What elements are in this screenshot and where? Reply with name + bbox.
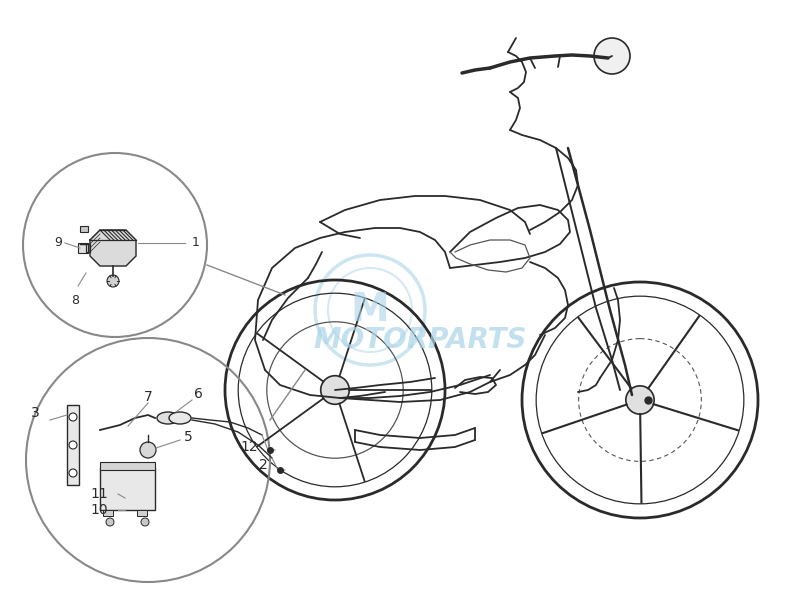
FancyBboxPatch shape (100, 468, 155, 510)
Circle shape (321, 376, 350, 404)
Text: MOTORPARTS: MOTORPARTS (314, 326, 526, 354)
FancyBboxPatch shape (78, 243, 88, 253)
Text: 7: 7 (144, 390, 152, 404)
Circle shape (69, 441, 77, 449)
Text: 5: 5 (184, 430, 192, 444)
FancyBboxPatch shape (137, 510, 147, 516)
Circle shape (141, 518, 149, 526)
Polygon shape (90, 230, 136, 266)
Text: 11: 11 (90, 487, 108, 501)
Text: 8: 8 (71, 293, 79, 307)
Text: 6: 6 (194, 387, 202, 401)
Text: 1: 1 (192, 236, 200, 250)
Text: 12: 12 (240, 440, 258, 454)
Text: 3: 3 (30, 406, 39, 420)
Circle shape (69, 413, 77, 421)
Ellipse shape (169, 412, 191, 424)
Text: M: M (350, 291, 390, 329)
FancyBboxPatch shape (100, 462, 155, 470)
Circle shape (594, 38, 630, 74)
Circle shape (107, 275, 119, 287)
Circle shape (69, 469, 77, 477)
FancyBboxPatch shape (67, 405, 79, 485)
FancyBboxPatch shape (103, 510, 113, 516)
Ellipse shape (157, 412, 179, 424)
FancyBboxPatch shape (80, 226, 88, 232)
Text: 2: 2 (259, 458, 268, 472)
Circle shape (140, 442, 156, 458)
Circle shape (626, 386, 654, 414)
Circle shape (106, 518, 114, 526)
Text: 10: 10 (90, 503, 108, 517)
Text: 9: 9 (54, 236, 62, 250)
